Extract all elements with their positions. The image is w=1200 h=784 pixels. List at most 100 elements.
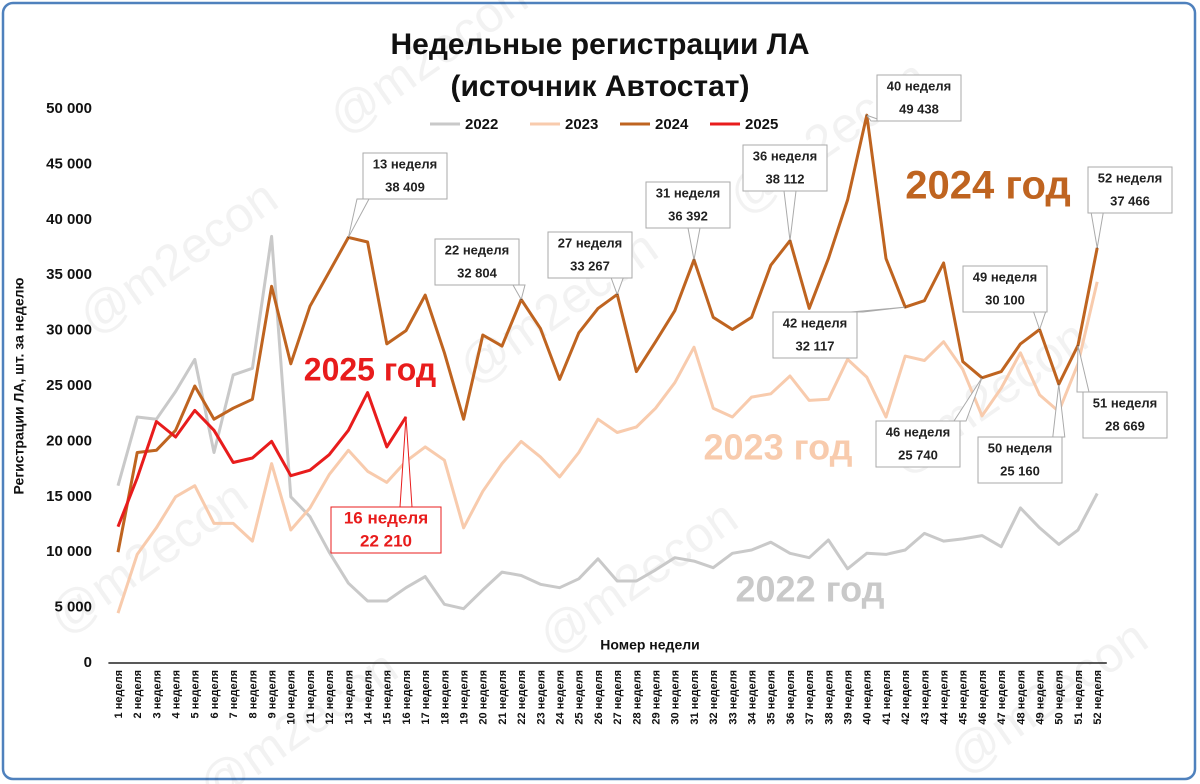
callout-label: 50 неделя bbox=[988, 440, 1052, 455]
x-tick-label: 46 неделя bbox=[977, 670, 989, 725]
chart-title: Недельные регистрации ЛА bbox=[390, 28, 809, 61]
legend-label: 2022 bbox=[465, 116, 498, 133]
callout-box bbox=[977, 436, 1063, 484]
callout-box bbox=[742, 144, 828, 192]
x-tick-label: 37 неделя bbox=[804, 670, 816, 725]
x-tick-label: 35 неделя bbox=[766, 670, 778, 725]
series-line bbox=[116, 281, 1099, 614]
y-axis-label: Регистрации ЛА, шт. за неделю bbox=[11, 278, 27, 495]
callout-anchor bbox=[789, 240, 791, 242]
x-tick-label: 25 неделя bbox=[574, 670, 586, 725]
x-tick-label: 9 неделя bbox=[267, 670, 279, 718]
callout-anchor bbox=[693, 259, 695, 261]
x-tick-label: 47 неделя bbox=[996, 670, 1008, 725]
x-tick-label: 2 неделя bbox=[132, 670, 144, 718]
legend-label: 2023 bbox=[565, 116, 598, 133]
x-tick-label: 13 неделя bbox=[343, 670, 355, 725]
callout-label: 36 неделя bbox=[753, 148, 817, 163]
x-tick-label: 12 неделя bbox=[324, 670, 336, 725]
x-tick-label: 4 неделя bbox=[171, 670, 183, 718]
callout-label: 52 неделя bbox=[1098, 170, 1162, 185]
x-tick-label: 20 неделя bbox=[478, 670, 490, 725]
callout-label: 46 неделя bbox=[886, 424, 950, 439]
callout-box bbox=[1087, 166, 1173, 214]
callout-anchor bbox=[981, 377, 983, 379]
x-tick-label: 34 неделя bbox=[747, 670, 759, 725]
callout-anchor bbox=[1077, 344, 1079, 346]
x-tick-label: 44 неделя bbox=[939, 670, 951, 725]
x-tick-label: 11 неделя bbox=[305, 670, 317, 724]
callout-value: 38 409 bbox=[385, 179, 425, 194]
x-tick-label: 28 неделя bbox=[631, 670, 643, 725]
x-tick-label: 23 неделя bbox=[535, 670, 547, 725]
callout-box bbox=[1082, 391, 1168, 439]
x-tick-label: 48 неделя bbox=[1015, 670, 1027, 725]
callout-box bbox=[875, 420, 961, 468]
callout-box bbox=[645, 181, 731, 229]
callout-anchor bbox=[866, 114, 868, 116]
callout-box bbox=[547, 231, 633, 279]
y-tick-label: 5 000 bbox=[54, 599, 92, 616]
callout-value: 49 438 bbox=[899, 101, 939, 116]
x-tick-label: 18 неделя bbox=[439, 670, 451, 725]
callout-value: 32 117 bbox=[795, 338, 834, 353]
callout-value: 28 669 bbox=[1105, 418, 1145, 433]
callout-value: 37 466 bbox=[1110, 193, 1150, 208]
callout-anchor bbox=[616, 293, 618, 295]
y-tick-label: 10 000 bbox=[46, 543, 92, 560]
callout-anchor bbox=[405, 416, 407, 418]
x-tick-label: 14 неделя bbox=[363, 670, 375, 725]
x-tick-label: 32 неделя bbox=[708, 670, 720, 725]
x-tick-label: 49 неделя bbox=[1035, 670, 1047, 725]
series-line bbox=[116, 234, 1099, 611]
callout-value: 30 100 bbox=[985, 292, 1025, 307]
callout-box bbox=[362, 152, 448, 200]
callout-label: 51 неделя bbox=[1093, 395, 1157, 410]
callout-label: 49 неделя bbox=[973, 269, 1037, 284]
legend-label: 2025 bbox=[745, 116, 778, 133]
callout-label: 13 неделя bbox=[373, 156, 437, 171]
y-tick-label: 30 000 bbox=[46, 322, 92, 339]
x-tick-label: 7 неделя bbox=[228, 670, 240, 718]
callout-anchor bbox=[904, 306, 906, 308]
x-tick-label: 6 неделя bbox=[209, 670, 221, 718]
x-tick-label: 24 неделя bbox=[555, 670, 567, 725]
y-tick-label: 25 000 bbox=[46, 377, 92, 394]
chart-subtitle: (источник Автостат) bbox=[450, 70, 749, 103]
callout-value: 33 267 bbox=[570, 258, 610, 273]
x-tick-label: 15 неделя bbox=[382, 670, 394, 725]
callout-anchor bbox=[1058, 383, 1060, 385]
x-tick-label: 29 неделя bbox=[651, 670, 663, 725]
callout-anchor bbox=[1096, 247, 1098, 249]
callout-label: 40 неделя bbox=[887, 78, 951, 93]
x-tick-label: 50 неделя bbox=[1054, 670, 1066, 725]
y-tick-label: 35 000 bbox=[46, 266, 92, 283]
callout-value: 25 740 bbox=[898, 447, 938, 462]
x-tick-label: 43 неделя bbox=[919, 670, 931, 725]
series-line bbox=[116, 113, 1099, 553]
callout-label: 27 неделя bbox=[558, 235, 622, 250]
x-tick-label: 5 неделя bbox=[190, 670, 202, 718]
x-tick-label: 3 неделя bbox=[151, 670, 163, 718]
x-tick-label: 39 неделя bbox=[843, 670, 855, 725]
x-tick-label: 40 неделя bbox=[862, 670, 874, 725]
x-tick-label: 10 неделя bbox=[286, 670, 298, 725]
callout-box bbox=[772, 311, 858, 359]
callout-anchor bbox=[347, 236, 349, 238]
y-tick-label: 15 000 bbox=[46, 488, 92, 505]
callout-label: 42 неделя bbox=[783, 315, 847, 330]
callout-box bbox=[876, 74, 962, 122]
callout-box bbox=[962, 265, 1048, 313]
x-tick-label: 21 неделя bbox=[497, 670, 509, 725]
callout-label: 16 неделя bbox=[344, 508, 428, 527]
x-tick-label: 17 неделя bbox=[420, 670, 432, 725]
legend-label: 2024 bbox=[655, 116, 689, 133]
x-tick-label: 42 неделя bbox=[900, 670, 912, 725]
x-tick-label: 30 неделя bbox=[670, 670, 682, 725]
x-tick-label: 16 неделя bbox=[401, 670, 413, 725]
x-tick-label: 45 неделя bbox=[958, 670, 970, 725]
callout-value: 36 392 bbox=[668, 208, 708, 223]
x-tick-label: 52 неделя bbox=[1092, 670, 1104, 725]
callout-value: 38 112 bbox=[765, 171, 804, 186]
y-tick-label: 50 000 bbox=[46, 100, 92, 117]
